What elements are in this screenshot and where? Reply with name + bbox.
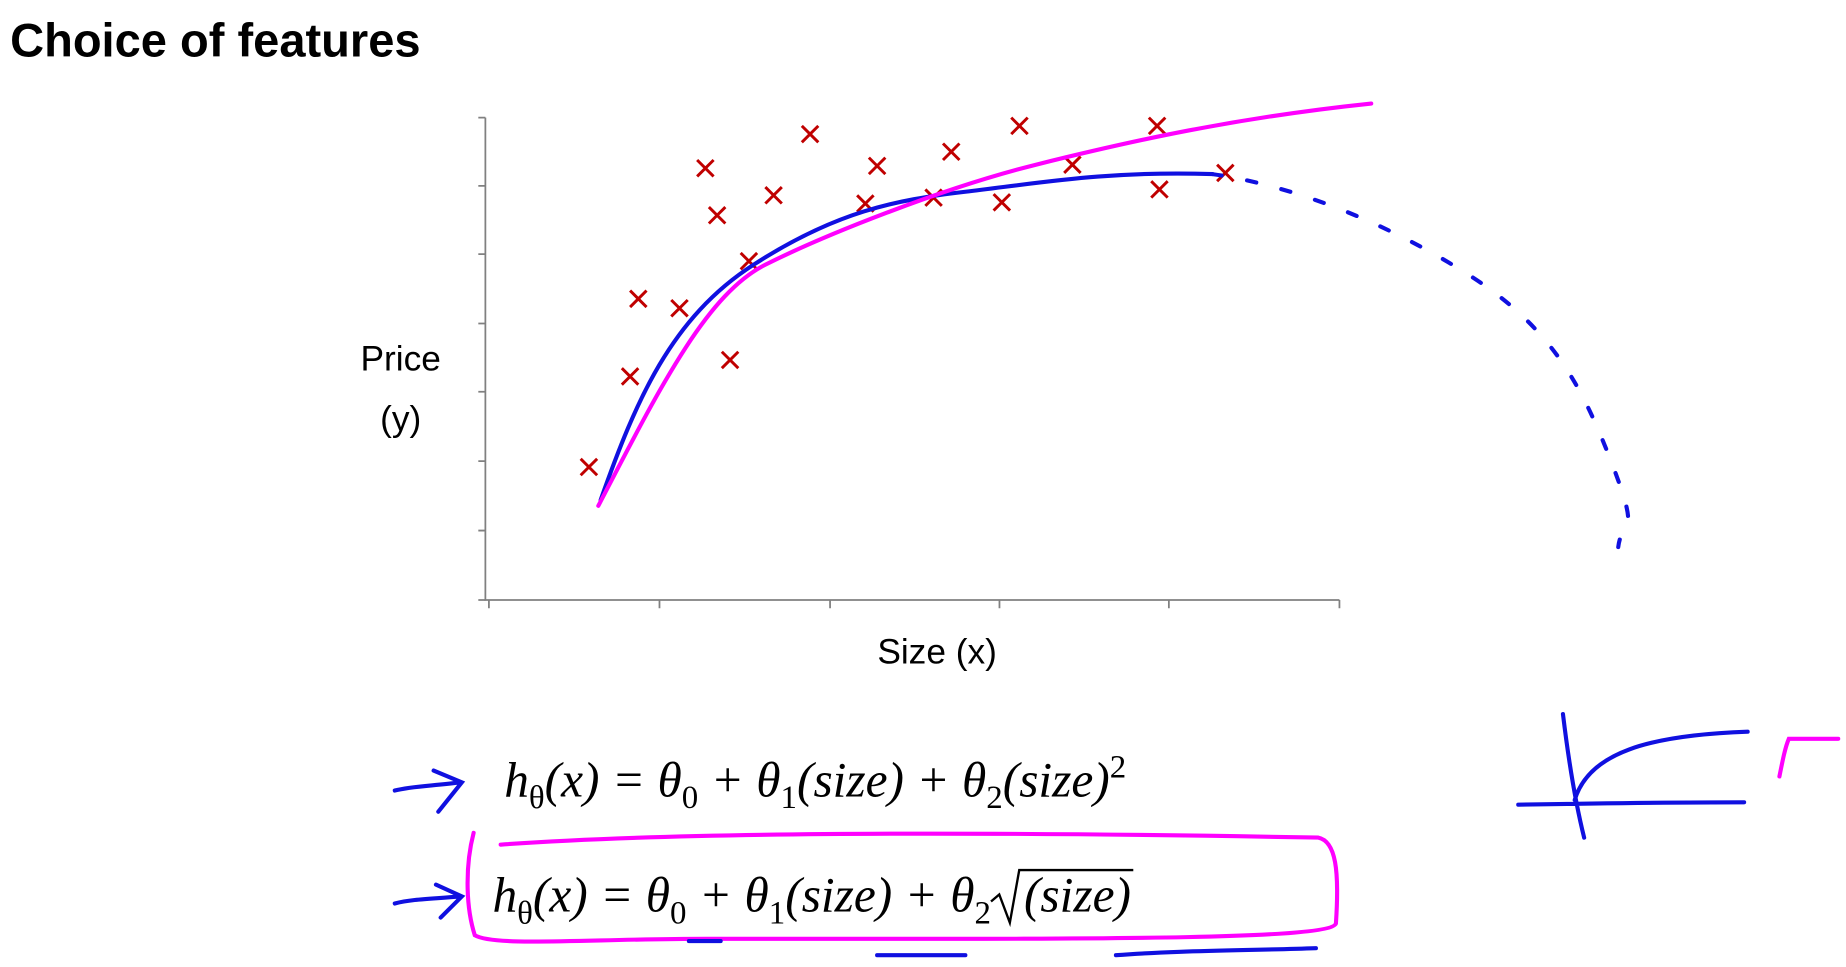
arrow: [392, 882, 466, 920]
cross: [579, 457, 599, 477]
formula-part: h: [492, 868, 517, 923]
x-ticks: [488, 599, 1341, 609]
formula-part: 0: [682, 780, 698, 816]
y-ticks: [478, 116, 486, 601]
formula-part: (size) + θ: [797, 752, 986, 807]
sqrt-sign: [990, 868, 1134, 928]
cross: [620, 367, 640, 386]
axis-lines: [484, 117, 1340, 601]
underline: [686, 939, 1318, 958]
formula-part: θ: [517, 895, 533, 931]
formula-part: 0: [670, 895, 686, 931]
formula-part: (x) = θ: [533, 868, 670, 923]
cross: [1010, 116, 1029, 136]
cross: [992, 193, 1012, 212]
cross: [764, 186, 783, 205]
formula-part: (size) + θ: [785, 868, 974, 923]
x-axis-label: Size (x): [877, 632, 997, 671]
formula-part: (x) = θ: [545, 752, 682, 807]
sqrt-fit: [596, 101, 1374, 508]
cross: [941, 142, 961, 162]
cross: [1150, 180, 1169, 199]
cross: [1216, 163, 1235, 183]
slide-title: Choice of features: [10, 13, 420, 66]
formula: hθ(x) = θ0 + θ1(size) + θ2(size)2: [504, 750, 1126, 817]
cross: [629, 289, 648, 309]
formula-part: (size): [1024, 868, 1131, 923]
formula-part: 2: [1110, 750, 1126, 786]
cross: [800, 124, 820, 144]
formula-part: 2: [986, 780, 1002, 816]
y-axis-label: (y): [380, 400, 421, 439]
formula-part: (size): [1003, 752, 1110, 807]
formula: hθ(x) = θ0 + θ1(size) + θ2 (size): [492, 868, 1131, 932]
sqrt-sign: [990, 868, 1134, 928]
cross: [867, 156, 887, 176]
formula-part: 1: [781, 780, 797, 816]
formula-part: + θ: [698, 752, 780, 807]
arrow: [392, 768, 466, 814]
sketch-sqrt-sign: [1777, 736, 1841, 779]
cross: [1147, 116, 1167, 136]
formula-part: θ: [529, 780, 545, 816]
cross: [707, 206, 727, 225]
cross: [739, 251, 759, 271]
cross: [696, 158, 715, 178]
cross: [670, 298, 689, 318]
formula-part: h: [504, 752, 529, 807]
axes: [478, 116, 1341, 609]
highlight-box: [465, 830, 1340, 944]
quadratic-extrapolation: [1210, 172, 1631, 550]
cross: [720, 350, 740, 370]
data-points: [579, 116, 1235, 477]
formula-part: 2: [975, 895, 991, 931]
sketch-sqrt-curve: [1516, 712, 1750, 840]
formula-part: 1: [769, 895, 785, 931]
formula-part: + θ: [687, 868, 769, 923]
quadratic-fit: [598, 171, 1215, 503]
y-axis-label: Price: [360, 340, 440, 379]
